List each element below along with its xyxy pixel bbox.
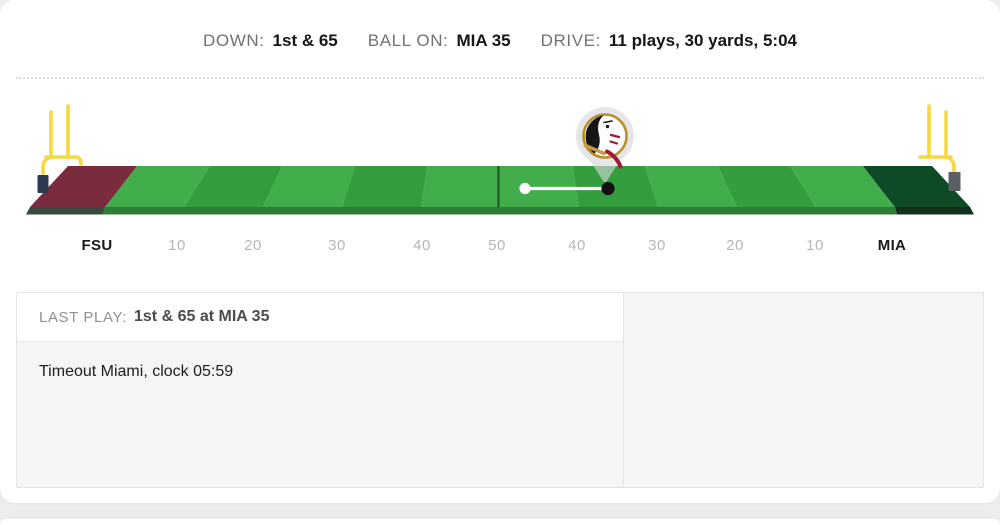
yard-label-50: 50 bbox=[488, 237, 506, 254]
last-play-section: LAST PLAY: 1st & 65 at MIA 35 Timeout Mi… bbox=[17, 293, 623, 487]
fsu-logo-icon bbox=[582, 113, 628, 169]
yard-label-40-right: 40 bbox=[568, 237, 586, 254]
ball-on-group: BALL ON: MIA 35 bbox=[368, 31, 511, 51]
last-play-label: LAST PLAY: bbox=[39, 308, 127, 326]
ball-on-value: MIA 35 bbox=[456, 31, 511, 50]
last-play-situation: 1st & 65 at MIA 35 bbox=[134, 308, 270, 325]
drive-label: DRIVE: bbox=[540, 31, 601, 50]
yard-label-fsu: FSU bbox=[81, 237, 113, 254]
mia-endzone bbox=[862, 166, 970, 207]
fsu-endzone bbox=[30, 166, 138, 207]
yard-label-10-left: 10 bbox=[168, 237, 186, 254]
last-play-panel: LAST PLAY: 1st & 65 at MIA 35 Timeout Mi… bbox=[16, 292, 984, 488]
drive-group: DRIVE: 11 plays, 30 yards, 5:04 bbox=[541, 31, 797, 51]
field-turf bbox=[26, 166, 974, 215]
drive-progress bbox=[519, 181, 615, 196]
yard-label-30-left: 30 bbox=[328, 237, 346, 254]
drive-start-marker bbox=[519, 182, 531, 195]
ball-marker bbox=[601, 181, 615, 196]
yard-label-row: FSU 10 20 30 40 50 40 30 20 10 MIA bbox=[0, 237, 1000, 257]
football-field bbox=[26, 104, 974, 215]
mia-goalpost-icon bbox=[918, 104, 961, 191]
game-situation-bar: DOWN: 1st & 65 BALL ON: MIA 35 DRIVE: 11… bbox=[0, 31, 1000, 51]
dotted-divider bbox=[16, 77, 984, 79]
yard-label-mia: MIA bbox=[877, 237, 907, 254]
possession-pin bbox=[576, 107, 634, 183]
yard-label-20-left: 20 bbox=[244, 237, 262, 254]
ball-on-label: BALL ON: bbox=[367, 31, 449, 50]
yard-label-20-right: 20 bbox=[726, 237, 744, 254]
drive-value: 11 plays, 30 yards, 5:04 bbox=[608, 31, 797, 50]
down-label: DOWN: bbox=[203, 31, 265, 50]
midfield-line bbox=[497, 166, 500, 207]
next-card-edge bbox=[0, 519, 1000, 525]
last-play-header: LAST PLAY: 1st & 65 at MIA 35 bbox=[17, 293, 623, 342]
panel-right-section bbox=[623, 293, 983, 487]
fsu-goalpost-base bbox=[37, 175, 49, 193]
yard-label-10-right: 10 bbox=[806, 237, 824, 254]
yard-label-40-left: 40 bbox=[413, 237, 431, 254]
down-group: DOWN: 1st & 65 bbox=[203, 31, 338, 51]
mia-goalpost-base bbox=[948, 172, 961, 191]
last-play-description: Timeout Miami, clock 05:59 bbox=[39, 363, 234, 380]
yard-label-30-right: 30 bbox=[648, 237, 666, 254]
fsu-goalpost-icon bbox=[37, 104, 83, 193]
drive-chart-card: DOWN: 1st & 65 BALL ON: MIA 35 DRIVE: 11… bbox=[0, 0, 1000, 503]
down-value: 1st & 65 bbox=[272, 31, 338, 50]
